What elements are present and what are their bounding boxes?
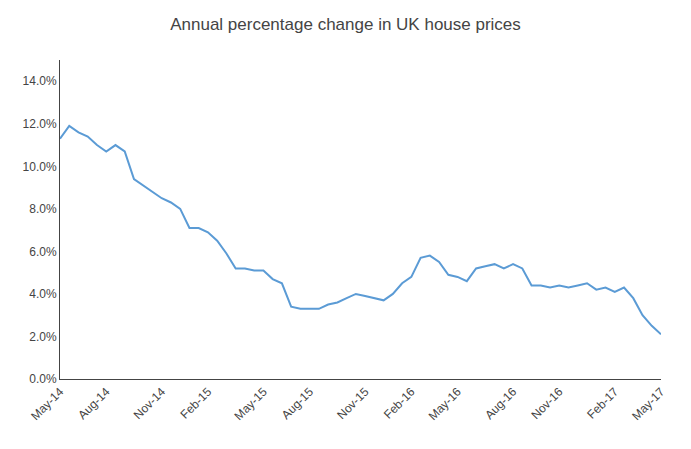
svg-text:14.0%: 14.0% [23,74,57,88]
svg-text:2.0%: 2.0% [29,330,57,344]
svg-text:Nov-14: Nov-14 [131,385,168,422]
svg-text:10.0%: 10.0% [23,160,57,174]
svg-text:May-14: May-14 [28,385,66,423]
svg-text:8.0%: 8.0% [29,202,57,216]
svg-text:12.0%: 12.0% [23,117,57,131]
svg-text:Feb-15: Feb-15 [178,385,215,422]
svg-text:Aug-14: Aug-14 [75,385,112,422]
svg-text:Feb-17: Feb-17 [584,385,621,422]
svg-text:May-15: May-15 [232,385,270,423]
svg-text:May-17: May-17 [629,385,667,423]
svg-text:0.0%: 0.0% [29,372,57,386]
svg-text:Aug-16: Aug-16 [482,385,519,422]
svg-text:May-16: May-16 [426,385,464,423]
svg-text:Annual percentage change in UK: Annual percentage change in UK house pri… [170,15,521,34]
svg-text:Feb-16: Feb-16 [381,385,418,422]
svg-text:6.0%: 6.0% [29,245,57,259]
svg-text:Nov-15: Nov-15 [334,385,371,422]
svg-text:4.0%: 4.0% [29,287,57,301]
svg-text:Aug-15: Aug-15 [279,385,316,422]
svg-text:Nov-16: Nov-16 [528,385,565,422]
